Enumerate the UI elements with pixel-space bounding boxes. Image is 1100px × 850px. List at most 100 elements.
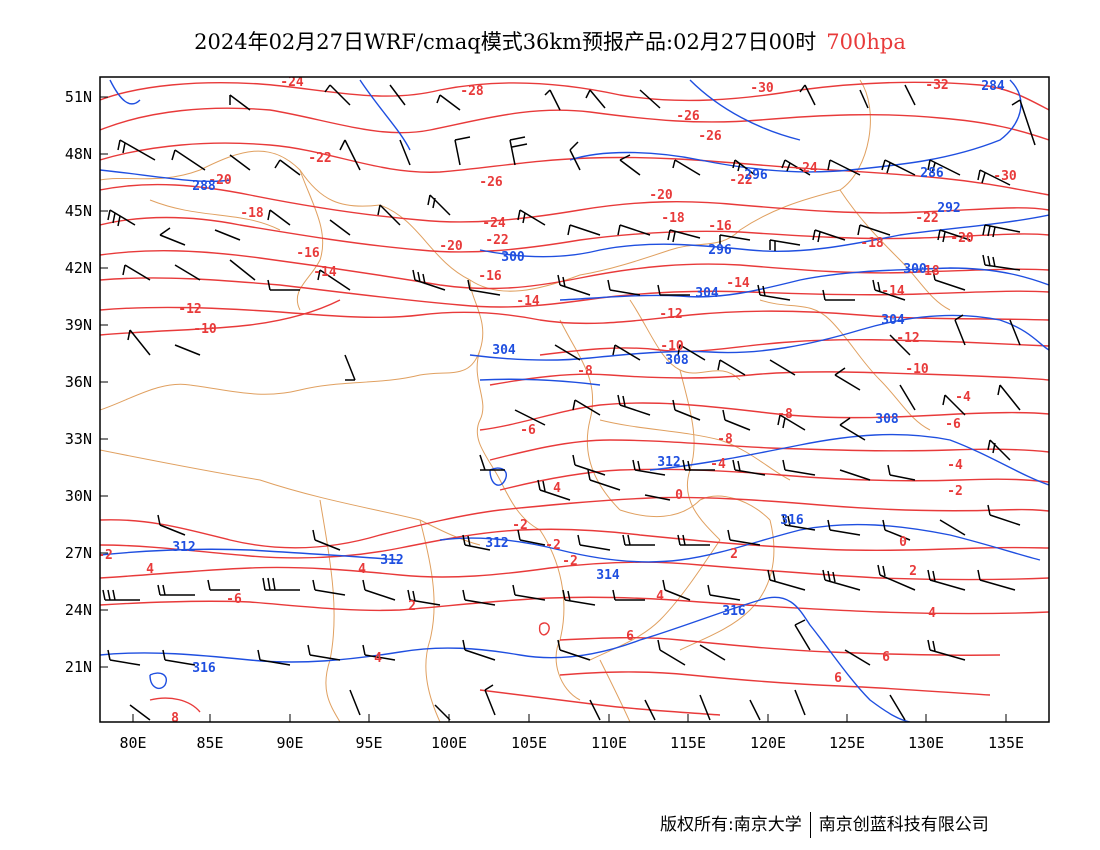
isotherm-label: 4 <box>146 562 154 577</box>
height-contour-label: 304 <box>881 313 905 328</box>
copyright-owner: 版权所有:南京大学 <box>660 815 802 835</box>
isotherm-label: -8 <box>577 364 593 379</box>
lat-tick-label: 30N <box>65 487 92 505</box>
lon-tick-label: 80E <box>119 734 146 752</box>
title-text: 2024年02月27日WRF/cmaq模式36km预报产品:02月27日00时 <box>194 30 817 54</box>
isotherm-label: 6 <box>834 671 842 686</box>
height-contour-label: 308 <box>665 353 689 368</box>
copyright-company: 南京创蓝科技有限公司 <box>818 815 989 835</box>
isotherm-label: -14 <box>726 276 750 291</box>
lat-tick-label: 42N <box>65 259 92 277</box>
height-contour-label: 300 <box>903 262 927 277</box>
height-contour-label: 312 <box>172 540 195 555</box>
isotherm-label: -18 <box>240 206 264 221</box>
isotherm-label: -4 <box>947 458 963 473</box>
isotherm-label: -12 <box>659 307 682 322</box>
height-contour-label: 312 <box>485 536 508 551</box>
isotherm-label: -24 <box>794 161 818 176</box>
isotherm-label: -6 <box>226 592 242 607</box>
height-contour-label: 288 <box>192 179 216 194</box>
lat-tick-label: 45N <box>65 202 92 220</box>
isotherm-label: -2 <box>512 518 528 533</box>
isotherm-label: -20 <box>439 239 463 254</box>
lon-tick-label: 95E <box>355 734 382 752</box>
height-contour-label: 292 <box>937 201 960 216</box>
isotherm-label: -24 <box>280 75 304 90</box>
lon-tick-label: 90E <box>276 734 303 752</box>
isotherm-label: -8 <box>717 432 733 447</box>
height-contour-label: 296 <box>708 243 732 258</box>
footer-separator <box>809 812 811 838</box>
isotherm-label: -30 <box>750 81 774 96</box>
lat-tick-label: 39N <box>65 316 92 334</box>
isotherm-label: 4 <box>553 481 561 496</box>
height-contour-label: 286 <box>920 166 944 181</box>
isotherm-label: 0 <box>899 535 907 550</box>
lon-tick-label: 100E <box>431 734 467 752</box>
lon-tick-label: 135E <box>988 734 1024 752</box>
isotherms <box>100 81 1049 716</box>
isotherm-label: -12 <box>896 331 919 346</box>
lon-tick-label: 110E <box>591 734 627 752</box>
isotherm-label: -26 <box>698 129 722 144</box>
isotherm-label: -10 <box>193 322 217 337</box>
height-contour-label: 316 <box>780 513 804 528</box>
isotherm-label: -26 <box>676 109 700 124</box>
isotherm-label: -18 <box>860 236 884 251</box>
lat-tick-label: 24N <box>65 601 92 619</box>
height-contour-label: 316 <box>722 604 746 619</box>
lon-tick-label: 130E <box>908 734 944 752</box>
height-contour-label: 296 <box>744 168 768 183</box>
isotherm-label: -22 <box>729 173 752 188</box>
height-labels: 284 286 288 292 296 296 300 300 304 304 304 308 308 3… <box>172 79 1005 676</box>
isotherm-label: -10 <box>660 339 684 354</box>
lon-tick-label: 120E <box>750 734 786 752</box>
lat-tick-label: 33N <box>65 430 92 448</box>
isotherm-label: -4 <box>955 390 971 405</box>
isotherm-label: 2 <box>909 564 917 579</box>
height-contour-label: 304 <box>695 286 719 301</box>
isotherm-label: -18 <box>661 211 685 226</box>
axes: 80E 85E 90E 95E 100E 105E 110E 115E 120E 125E 130E… <box>65 88 1024 752</box>
height-contour-label: 304 <box>492 343 516 358</box>
isotherm-label: 8 <box>171 711 179 726</box>
isotherm-label: 2 <box>408 599 416 614</box>
isotherm-label: -16 <box>708 219 732 234</box>
height-contour-label: 284 <box>981 79 1005 94</box>
height-contour-label: 308 <box>875 412 899 427</box>
height-contour-label: 312 <box>657 455 680 470</box>
isotherm-label: 4 <box>656 589 664 604</box>
isotherm-label: -20 <box>649 188 673 203</box>
isotherm-label: 4 <box>358 562 366 577</box>
copyright-footer: 版权所有:南京大学 南京创蓝科技有限公司 <box>660 810 989 838</box>
map-frame <box>99 76 1050 723</box>
isotherm-label: -20 <box>208 173 232 188</box>
isotherm-label: -8 <box>777 407 793 422</box>
isotherm-label: 0 <box>675 488 683 503</box>
lon-tick-label: 125E <box>829 734 865 752</box>
isotherm-labels: -24-28 -30 -32-26-26-22-20-20-22-24-26 -30-… <box>100 75 1017 726</box>
isotherm-label: -22 <box>485 233 508 248</box>
lat-tick-label: 36N <box>65 373 92 391</box>
isotherm-label: 6 <box>882 650 890 665</box>
isotherm-label: -6 <box>520 423 536 438</box>
height-contour-label: 312 <box>380 553 403 568</box>
wind-barbs <box>102 84 1036 721</box>
lon-tick-label: 105E <box>511 734 547 752</box>
height-contour-label: 316 <box>192 661 216 676</box>
isotherm-label: -2 <box>947 484 963 499</box>
isotherm-label: -16 <box>478 269 502 284</box>
pressure-level: 700hpa <box>826 30 906 54</box>
isotherm-label: 2 <box>730 547 738 562</box>
isotherm-label: -6 <box>945 417 961 432</box>
isotherm-label: -14 <box>881 284 905 299</box>
isotherm-label: -16 <box>296 246 320 261</box>
isotherm-label: -18 <box>916 264 940 279</box>
isotherm-label: -14 <box>516 294 540 309</box>
isotherm-label: -12 <box>178 302 201 317</box>
isotherm-label: -28 <box>460 84 484 99</box>
isotherm-label: -14 <box>313 265 337 280</box>
isotherm-label: -10 <box>905 362 929 377</box>
isotherm-label: -26 <box>479 175 503 190</box>
